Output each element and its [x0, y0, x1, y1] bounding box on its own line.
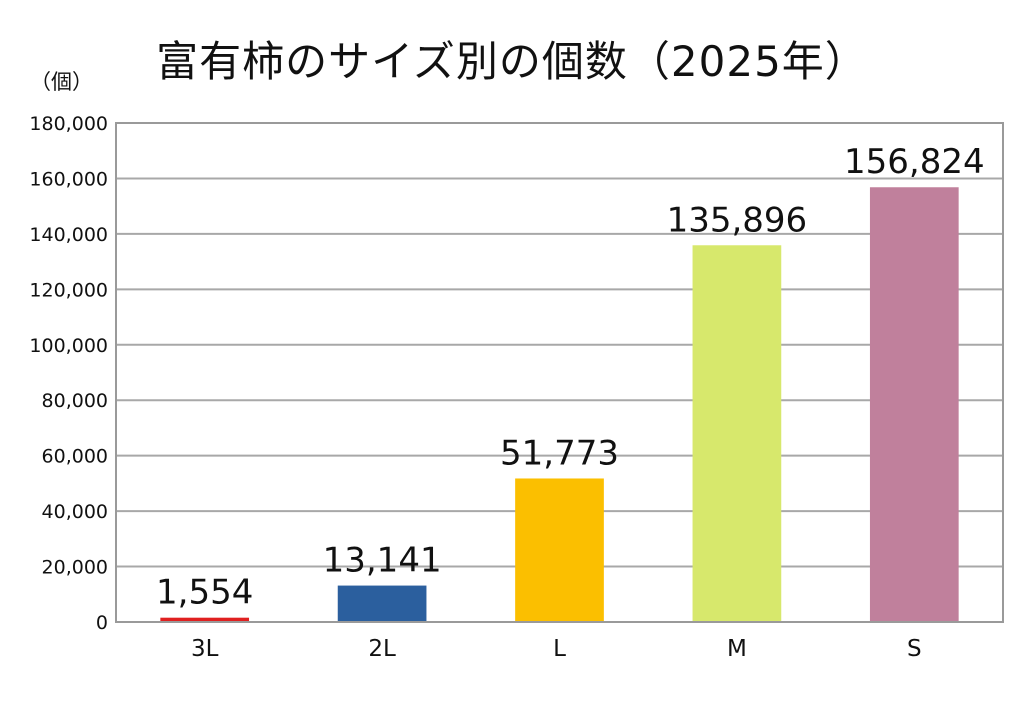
y-tick-label: 120,000	[29, 279, 108, 301]
data-label-3L: 1,554	[156, 573, 253, 613]
y-tick-label: 0	[96, 612, 108, 634]
bars	[160, 187, 959, 622]
category-labels: 3L 2L L M S	[191, 636, 922, 662]
chart-title: 富有柿のサイズ別の個数（2025年）	[156, 37, 868, 86]
bar-L	[515, 478, 604, 622]
data-labels: 1,554 13,141 51,773 135,896 156,824	[156, 142, 985, 612]
data-label-S: 156,824	[844, 142, 985, 182]
y-tick-label: 80,000	[42, 390, 108, 412]
data-label-L: 51,773	[500, 433, 619, 473]
y-tick-label: 100,000	[29, 335, 108, 357]
category-label-L: L	[553, 636, 566, 662]
bar-2L	[337, 585, 427, 622]
y-axis-unit-label: （個）	[30, 70, 93, 94]
y-tick-label: 40,000	[42, 501, 108, 523]
y-tick-label: 20,000	[42, 557, 108, 579]
y-tick-label: 160,000	[29, 168, 108, 190]
category-label-S: S	[907, 636, 922, 662]
y-axis-ticks: 0 20,000 40,000 60,000 80,000 100,000 120,000 1…	[29, 113, 108, 634]
bar-M	[692, 245, 782, 622]
category-label-2L: 2L	[368, 636, 396, 662]
bar-S	[869, 187, 959, 622]
category-label-M: M	[727, 636, 747, 662]
bar-3L	[160, 617, 250, 622]
plot-frame	[115, 122, 1004, 623]
y-tick-label: 140,000	[29, 224, 108, 246]
category-label-3L: 3L	[191, 636, 219, 662]
y-tick-label: 60,000	[42, 446, 108, 468]
y-tick-label: 180,000	[29, 113, 108, 135]
data-label-M: 135,896	[667, 200, 808, 240]
data-label-2L: 13,141	[323, 541, 442, 581]
